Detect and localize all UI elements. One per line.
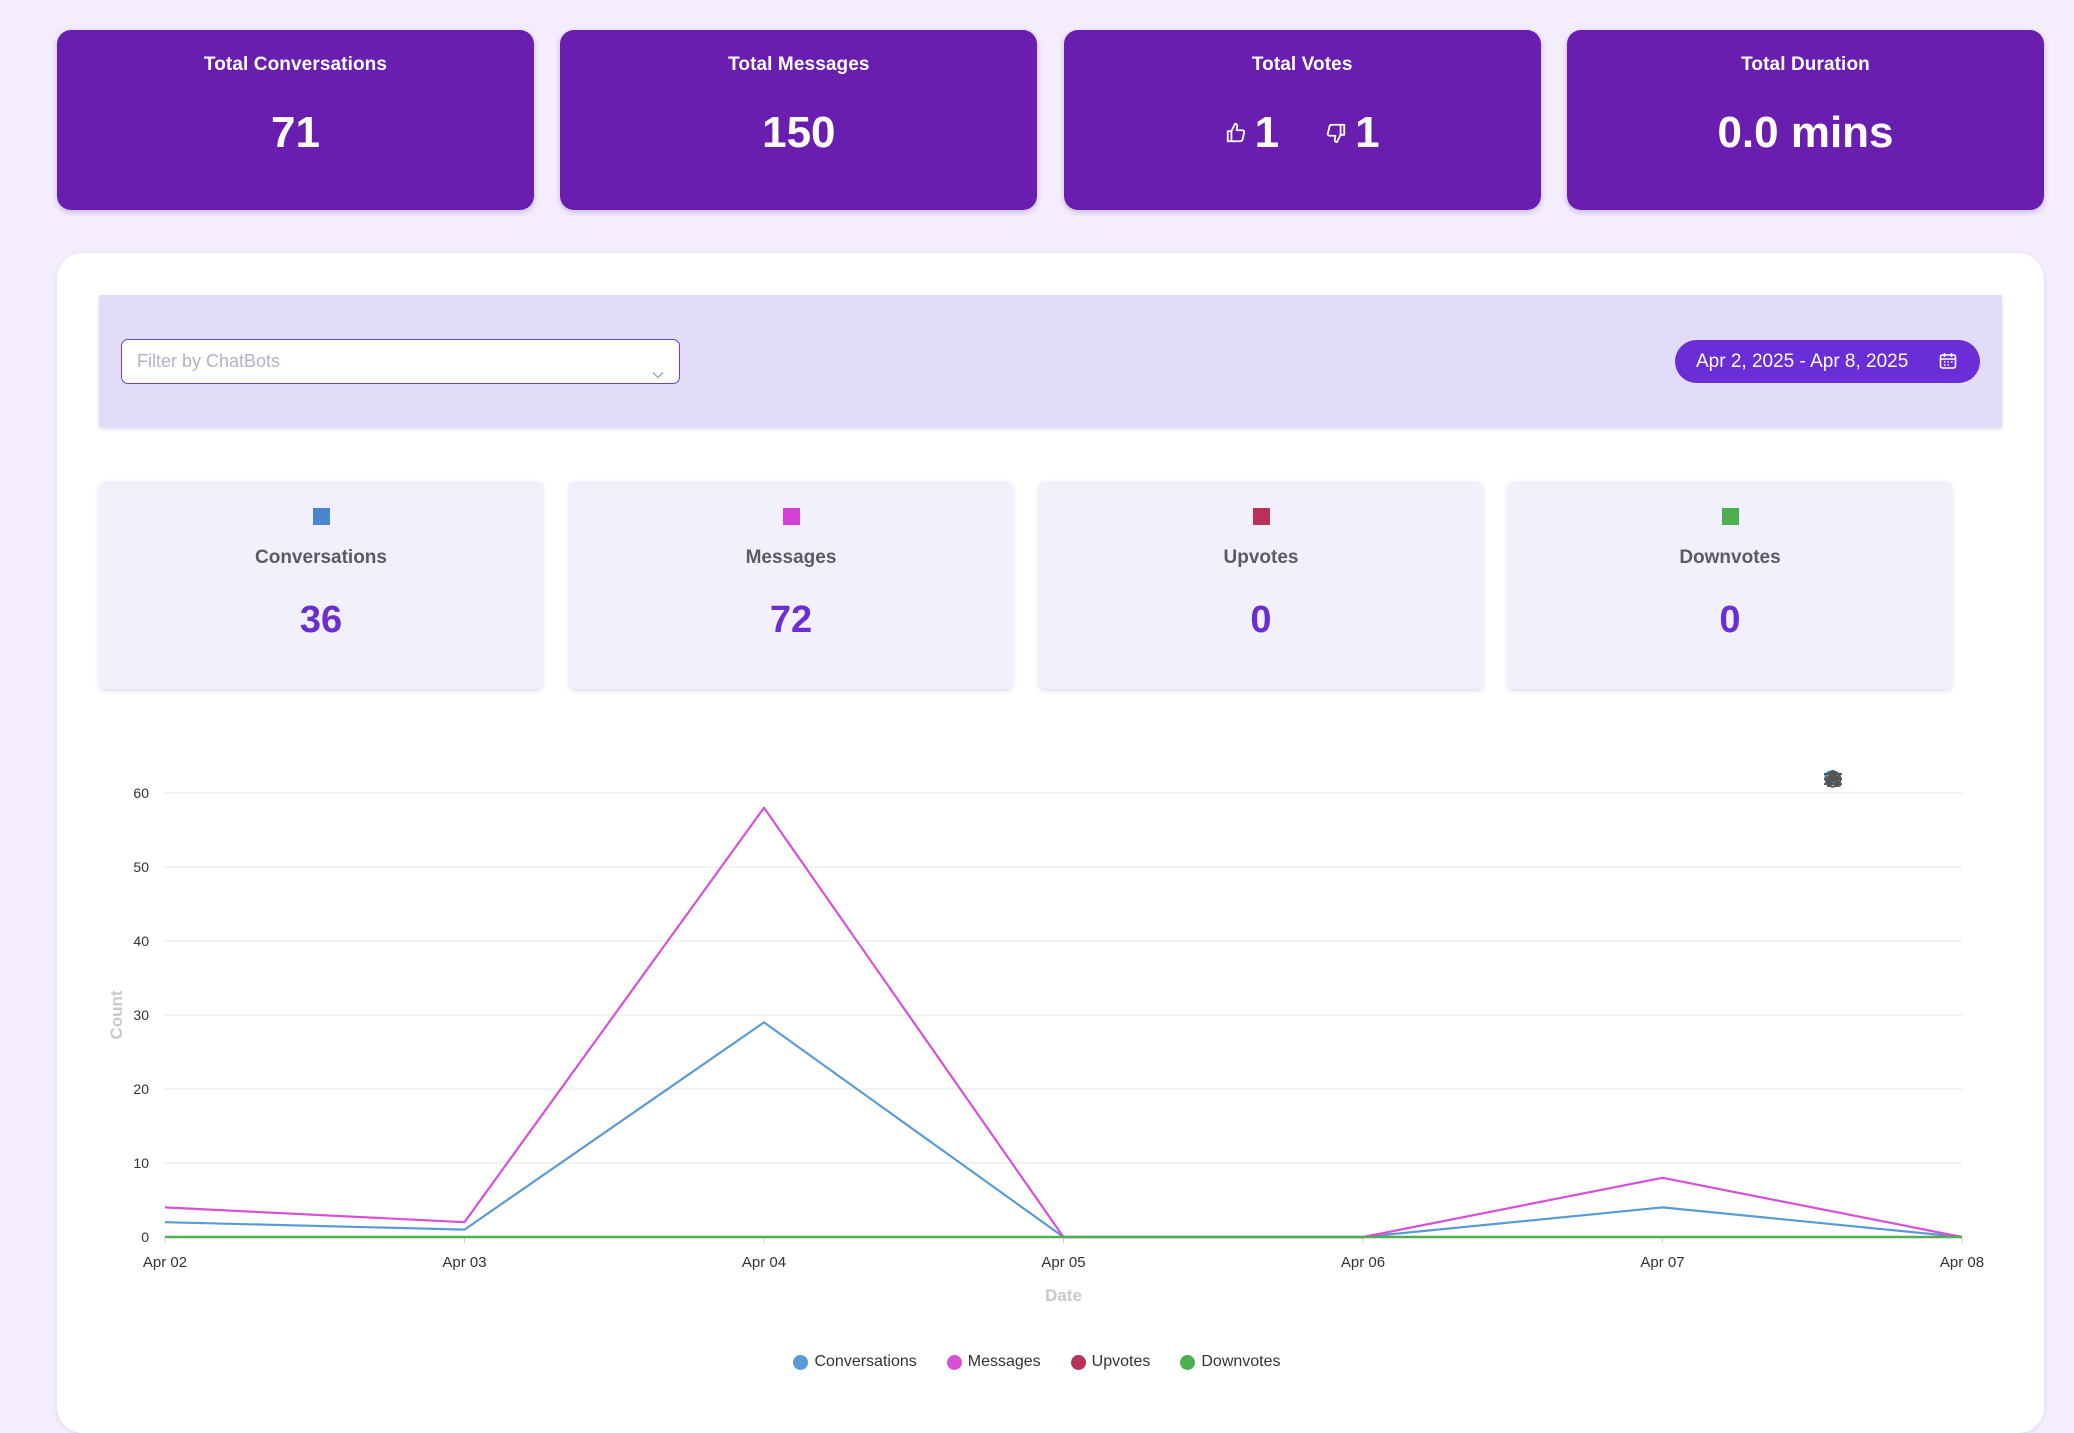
x-tick-label: Apr 04 [742, 1254, 786, 1271]
line-chart: 0 10 20 30 40 50 60 Apr 02 Apr 03 Apr 04 Apr 05 Apr… [57, 753, 2044, 1353]
stat-card-messages: Messages 72 [569, 481, 1013, 689]
legend-marker [1070, 1354, 1086, 1370]
filter-bar: Filter by ChatBots Apr 2, 2025 - Apr 8, … [99, 295, 2002, 427]
legend-item-messages[interactable]: Messages [946, 1353, 1041, 1371]
chart-toolbar [1822, 768, 1994, 790]
date-range-picker[interactable]: Apr 2, 2025 - Apr 8, 2025 [1675, 340, 1980, 383]
kpi-value: 150 [762, 108, 836, 157]
stat-value: 36 [299, 599, 343, 641]
upvote-count: 1 [1225, 108, 1279, 158]
x-axis-title: Date [1045, 1286, 1082, 1305]
y-tick-label: 30 [133, 1007, 149, 1023]
kpi-votes: 1 1 [1225, 108, 1380, 158]
y-axis-title: Count [107, 990, 126, 1039]
kpi-title: Total Messages [728, 54, 870, 75]
total-messages-card: Total Messages 150 [560, 30, 1038, 210]
date-range-label: Apr 2, 2025 - Apr 8, 2025 [1696, 350, 1909, 372]
series-line-messages [164, 806, 1963, 1239]
total-conversations-card: Total Conversations 71 [57, 30, 534, 210]
legend-label: Upvotes [1091, 1353, 1151, 1370]
stat-card-upvotes: Upvotes 0 [1039, 481, 1483, 689]
legend-item-upvotes[interactable]: Upvotes [1070, 1353, 1151, 1371]
kpi-title: Total Duration [1741, 54, 1870, 75]
y-tick-label: 60 [133, 785, 149, 801]
upvote-value: 1 [1254, 108, 1280, 157]
legend-marker [793, 1354, 809, 1370]
stat-card-conversations: Conversations 36 [99, 481, 543, 689]
kpi-value: 0.0 mins [1717, 108, 1894, 157]
x-tick-label: Apr 02 [143, 1254, 187, 1271]
thumbs-up-icon [1225, 122, 1247, 144]
upvotes-color-swatch [1252, 508, 1270, 525]
conversations-color-swatch [312, 508, 330, 525]
chevron-down-icon [651, 355, 665, 397]
kpi-value: 71 [271, 108, 320, 157]
chatbot-filter-select[interactable]: Filter by ChatBots [121, 339, 680, 384]
downvote-count: 1 [1325, 108, 1380, 158]
legend-item-conversations[interactable]: Conversations [793, 1353, 917, 1371]
legend-item-downvotes[interactable]: Downvotes [1180, 1353, 1281, 1371]
legend-label: Conversations [814, 1353, 917, 1370]
series-line-conversations [164, 1021, 1963, 1239]
x-tick-label: Apr 08 [1940, 1254, 1984, 1271]
menu-icon[interactable] [1824, 768, 1994, 790]
stat-label: Conversations [255, 547, 387, 568]
legend-marker [946, 1354, 962, 1370]
stat-label: Upvotes [1223, 547, 1299, 568]
legend-label: Downvotes [1201, 1353, 1281, 1370]
chart-plot: 0 10 20 30 40 50 60 Apr 02 Apr 03 Apr 04 Apr 05 Apr… [107, 785, 1984, 1305]
stat-value: 0 [1250, 599, 1272, 641]
y-tick-label: 40 [133, 933, 149, 949]
summary-stats: Conversations 36 Messages 72 Upvotes 0 D… [99, 481, 1952, 689]
x-tick-label: Apr 05 [1041, 1254, 1085, 1271]
thumbs-down-icon [1325, 122, 1347, 144]
downvotes-color-swatch [1721, 508, 1739, 525]
stat-label: Downvotes [1679, 547, 1781, 568]
legend-marker [1180, 1354, 1196, 1370]
stat-value: 72 [769, 599, 813, 641]
stat-value: 0 [1719, 599, 1741, 641]
chart-legend: Conversations Messages Upvotes Downvotes [0, 1353, 2074, 1371]
y-tick-label: 10 [133, 1155, 149, 1171]
x-tick-label: Apr 06 [1341, 1254, 1385, 1271]
legend-label: Messages [967, 1353, 1041, 1370]
kpi-row: Total Conversations 71 Total Messages 15… [57, 30, 2044, 210]
x-tick-label: Apr 07 [1640, 1254, 1684, 1271]
stat-card-downvotes: Downvotes 0 [1508, 481, 1952, 689]
kpi-title: Total Conversations [203, 54, 388, 75]
downvote-value: 1 [1355, 108, 1380, 157]
messages-color-swatch [782, 508, 800, 525]
pan-hand-icon[interactable] [1825, 768, 1934, 790]
x-tick-label: Apr 03 [442, 1254, 486, 1271]
filter-placeholder: Filter by ChatBots [137, 351, 281, 371]
y-tick-label: 0 [141, 1229, 149, 1245]
total-duration-card: Total Duration 0.0 mins [1566, 30, 2044, 210]
calendar-icon [1938, 351, 1958, 377]
analytics-panel: Filter by ChatBots Apr 2, 2025 - Apr 8, … [57, 253, 2044, 1433]
total-votes-card: Total Votes 1 1 [1063, 30, 1541, 210]
y-tick-label: 50 [133, 859, 149, 875]
stat-label: Messages [745, 547, 837, 568]
y-tick-label: 20 [133, 1081, 149, 1097]
kpi-title: Total Votes [1251, 54, 1353, 75]
